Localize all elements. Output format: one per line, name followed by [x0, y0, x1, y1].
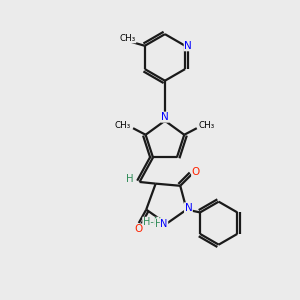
- Text: H: H: [155, 219, 163, 229]
- Text: O: O: [135, 224, 143, 234]
- Text: N: N: [184, 203, 192, 213]
- Text: N: N: [184, 41, 192, 51]
- Text: CH₃: CH₃: [120, 34, 136, 43]
- Text: N: N: [161, 112, 169, 122]
- Text: N: N: [160, 219, 168, 229]
- Text: CH₃: CH₃: [199, 121, 215, 130]
- Text: O: O: [192, 167, 200, 177]
- Text: H: H: [126, 174, 134, 184]
- Text: CH₃: CH₃: [115, 121, 131, 130]
- Text: H-N: H-N: [143, 217, 161, 227]
